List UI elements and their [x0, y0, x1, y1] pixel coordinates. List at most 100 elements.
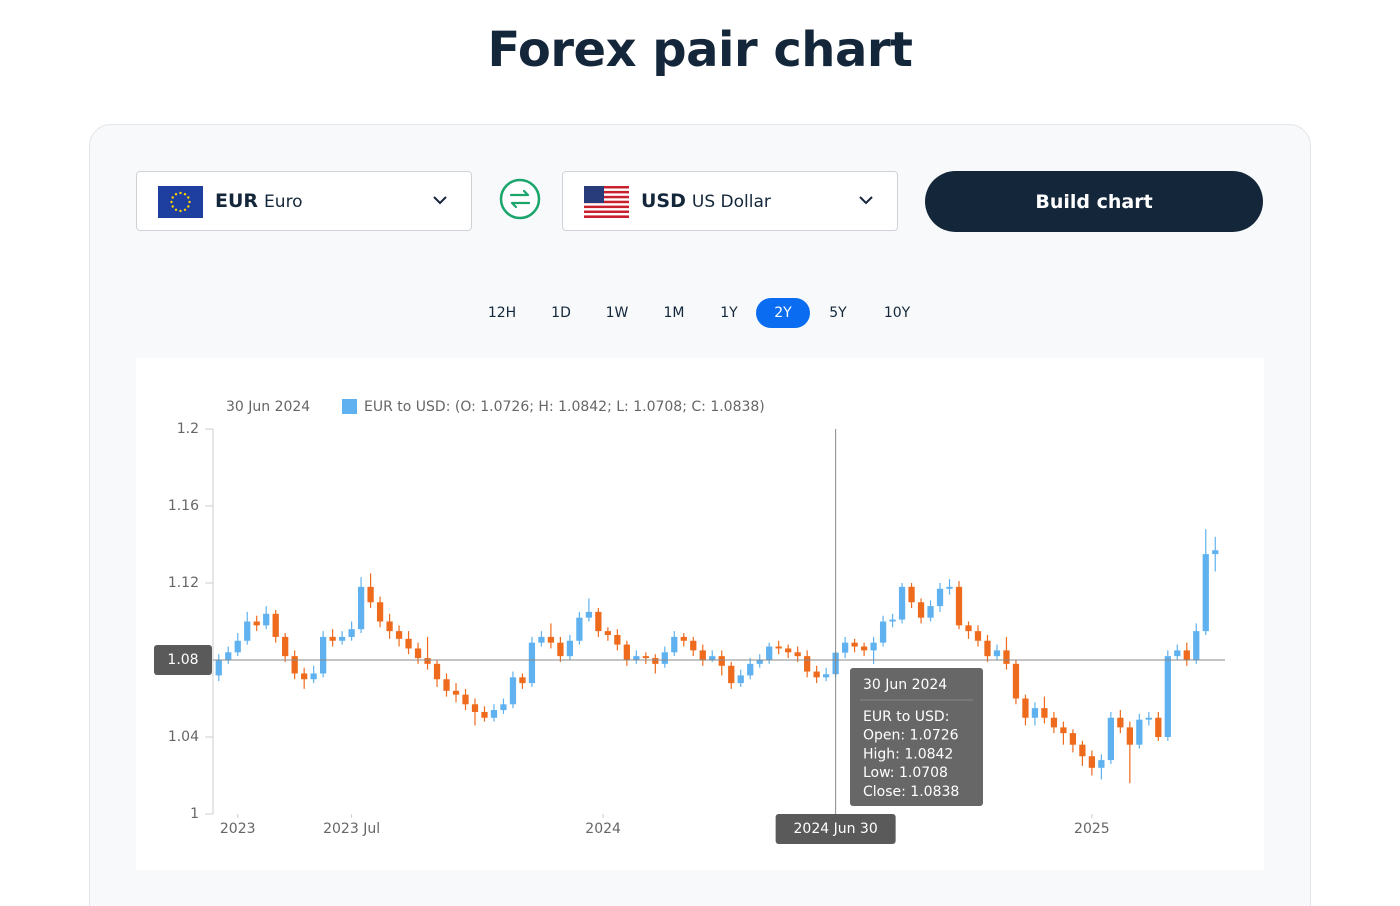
candle-body: [376, 602, 384, 622]
candle-body: [1136, 719, 1143, 745]
from-name: Euro: [264, 192, 303, 212]
candle-body: [766, 646, 773, 660]
crosshair-y-box: [154, 645, 212, 675]
candle-body: [879, 621, 887, 643]
candle-body: [680, 636, 687, 641]
y-tick-label: 1.12: [168, 575, 199, 591]
to-code: USD: [641, 190, 686, 212]
candle-body: [481, 711, 488, 718]
candle-body: [566, 640, 574, 657]
candle-body: [1088, 756, 1096, 768]
candle-body: [348, 629, 355, 637]
candle-body: [244, 621, 251, 641]
period-tab[interactable]: 1M: [663, 305, 685, 321]
candle-body: [965, 625, 972, 632]
candle-body: [225, 652, 232, 660]
candle-body: [870, 642, 877, 651]
period-tab[interactable]: 1W: [605, 305, 629, 321]
candle-body: [215, 660, 222, 676]
candle-body: [813, 671, 820, 678]
candle-body: [728, 665, 735, 684]
period-tabs: 12H 1D 1W 1M 1Y 2Y 5Y 10Y: [0, 298, 1400, 328]
candle-body: [1164, 656, 1171, 737]
tooltip-line: EUR to USD:: [863, 709, 949, 725]
candle-body: [1050, 717, 1058, 728]
candle-body: [528, 642, 536, 684]
candle-body: [452, 690, 460, 695]
candle-body: [623, 644, 630, 660]
candle-body: [253, 621, 260, 626]
candle-body: [1126, 727, 1133, 745]
candle-body: [1107, 717, 1114, 761]
candle-body: [547, 636, 555, 643]
period-tab[interactable]: 2Y: [756, 298, 810, 328]
candle-body: [357, 586, 365, 630]
candle-body: [1060, 727, 1067, 734]
candle-body: [718, 656, 725, 666]
candle-body: [263, 613, 270, 626]
candle-body: [301, 673, 308, 680]
candle-body: [367, 586, 374, 603]
candle-body: [690, 640, 697, 651]
candle-body: [1145, 717, 1152, 720]
candle-body: [908, 586, 915, 603]
candle-body: [1031, 708, 1039, 718]
candle-body: [1193, 631, 1200, 660]
x-tick-label: 2023 Jul: [323, 821, 380, 837]
period-tab[interactable]: 1D: [551, 305, 571, 321]
candle-body: [338, 636, 346, 641]
candle-body: [652, 658, 659, 664]
y-tick-label: 1: [190, 806, 199, 822]
candle-body: [1098, 760, 1105, 768]
candle-body: [424, 658, 431, 664]
candle-body: [1003, 650, 1010, 664]
candle-body: [747, 663, 754, 676]
candle-body: [642, 656, 649, 659]
legend-label: EUR to USD: (O: 1.0726; H: 1.0842; L: 1.…: [364, 399, 765, 415]
candle-body: [1022, 698, 1029, 718]
candle-body: [860, 646, 868, 651]
chevron: [433, 196, 447, 205]
candle-body: [614, 634, 621, 645]
candle-body: [310, 673, 317, 680]
candle-body: [414, 648, 422, 659]
candle-body: [1212, 550, 1219, 555]
y-tick-label: 1.16: [168, 498, 199, 514]
candle-body: [272, 613, 279, 637]
tooltip-line: High: 1.0842: [863, 746, 953, 762]
candle-body: [1155, 717, 1162, 737]
candle-body: [709, 656, 716, 660]
candle-body: [737, 675, 744, 684]
from-select[interactable]: EUR Euro: [136, 171, 472, 231]
crosshair-x-label: 2024 Jun 30: [794, 821, 878, 837]
period-tab[interactable]: 12H: [487, 305, 517, 321]
candle-body: [604, 631, 611, 635]
from-code: EUR: [215, 190, 259, 212]
candle-body: [329, 636, 336, 641]
to-select[interactable]: USD US Dollar: [562, 171, 898, 231]
candle-body: [291, 656, 298, 674]
us-flag: [584, 186, 629, 218]
period-tab[interactable]: 10Y: [883, 305, 911, 321]
period-tab[interactable]: 5Y: [829, 305, 847, 321]
candle-body: [955, 586, 963, 626]
period-tab[interactable]: 1Y: [720, 305, 738, 321]
build-button[interactable]: Build chart: [925, 171, 1263, 232]
candle-body: [851, 642, 858, 647]
tooltip-line: Close: 1.0838: [863, 784, 959, 800]
to-name: US Dollar: [691, 192, 771, 212]
crosshair-y-label: 1.08: [167, 652, 198, 668]
page-title: Forex pair chart: [487, 22, 913, 78]
candle-body: [841, 642, 849, 653]
tooltip-line: Open: 1.0726: [863, 728, 959, 744]
candle-body: [490, 710, 498, 718]
candle-body: [889, 619, 896, 622]
candle-body: [538, 636, 545, 643]
candle-body: [1183, 650, 1190, 660]
candle-body: [1079, 744, 1086, 757]
from-currency: EUR Euro: [215, 190, 303, 212]
swap-button[interactable]: [498, 177, 542, 221]
candle-body: [936, 588, 944, 607]
